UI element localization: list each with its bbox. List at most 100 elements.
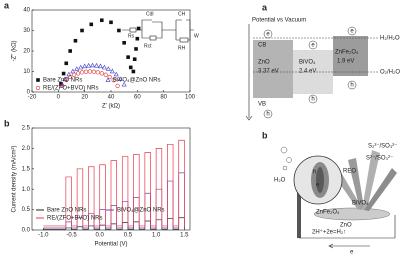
nanorod <box>348 158 364 210</box>
x-tick-label: 0.5 <box>124 233 133 239</box>
hole <box>347 80 357 90</box>
point <box>75 71 81 76</box>
x-tick-label: -20 <box>28 95 37 101</box>
point <box>136 26 141 31</box>
electron <box>263 29 273 39</box>
point <box>128 65 133 70</box>
nanorod <box>362 150 380 210</box>
point <box>132 57 137 61</box>
point <box>105 66 111 71</box>
y-tick-label: 0 <box>27 90 31 96</box>
legend-marker <box>35 85 41 91</box>
circuit <box>122 19 194 41</box>
material-label: ZnO <box>340 223 352 229</box>
vb-label: VB <box>258 102 266 108</box>
y-tick-label: 1.0 <box>22 187 31 193</box>
y-axis-title: Current density (mA/cm²) <box>12 145 18 212</box>
point <box>117 76 123 81</box>
x-tick-label: 0.0 <box>96 233 105 239</box>
point <box>64 61 69 66</box>
reo-label: REO <box>343 169 356 175</box>
panel-label: b <box>262 130 268 140</box>
y-tick-label: 2.0 <box>22 146 31 152</box>
panel-label: a <box>4 0 10 10</box>
hole <box>308 94 318 104</box>
redox-label: S²⁻/SO₃²⁻ <box>366 156 393 162</box>
gap: 1.9 eV <box>337 59 354 65</box>
point <box>135 36 140 41</box>
point <box>89 22 94 27</box>
x-tick-label: 40 <box>108 95 115 101</box>
point <box>99 18 104 23</box>
electron-label: e <box>266 32 270 38</box>
material-label: BiVO₄ <box>352 201 369 207</box>
scheme: b S₂²⁻/SO₃²⁻ S²⁻/SO₃²⁻ REO h e ZnFe₂O₄ B… <box>262 130 397 255</box>
y-axis-title: -Z'' (kΩ) <box>12 40 18 61</box>
electron-label: e <box>350 29 354 35</box>
electron <box>308 40 318 50</box>
point <box>113 71 119 77</box>
x-tick-label: 100 <box>185 95 196 101</box>
y-tick-label: 10 <box>23 69 30 75</box>
hole-label: h <box>266 112 269 118</box>
point <box>73 38 78 43</box>
arrow-head <box>328 243 334 249</box>
x-tick-label: 60 <box>134 95 141 101</box>
plot-frame <box>31 127 191 231</box>
circuit-label: W <box>194 33 199 39</box>
material-label: ZnFe₂O₄ <box>316 210 340 216</box>
y-tick-label: 20 <box>23 49 30 55</box>
point <box>115 83 120 88</box>
point <box>101 64 107 70</box>
y-tick-label: 2.5 <box>22 126 31 132</box>
circuit-label: RH <box>178 45 186 51</box>
circuit-label: Rct <box>144 43 152 49</box>
reaction-label: 2H⁺+2e=H₂↑ <box>312 229 346 236</box>
electron <box>347 26 357 36</box>
y-tick-label: 40 <box>23 8 30 14</box>
point <box>87 69 93 74</box>
x-axis-title: Potential (V) <box>94 242 127 248</box>
y-tick-label: 30 <box>23 28 30 34</box>
electron-label: e <box>316 183 320 189</box>
redox-label: S₂²⁻/SO₃²⁻ <box>368 144 397 150</box>
point <box>70 68 76 74</box>
point <box>62 76 68 81</box>
legend-marker <box>105 77 111 82</box>
resistor <box>149 35 157 41</box>
electron-label: e <box>311 43 315 49</box>
substrate <box>313 207 391 221</box>
legend-label: RE/(ZFO+BVO) NRs <box>43 86 99 92</box>
legend-label: RE/(ZFO+BVO) NRs <box>47 216 103 222</box>
point <box>79 70 85 75</box>
point <box>126 55 130 59</box>
point <box>109 20 113 25</box>
point <box>99 71 104 76</box>
y-tick-label: 0.5 <box>22 207 31 213</box>
point <box>72 72 77 77</box>
electrode <box>297 168 301 238</box>
resistor <box>179 37 189 43</box>
point <box>60 83 65 88</box>
point <box>95 70 100 75</box>
electron-label: e <box>350 250 354 256</box>
point <box>107 74 112 80</box>
legend-marker <box>36 78 40 82</box>
point <box>68 49 72 53</box>
nanorod <box>364 168 397 211</box>
x-tick-label: -0.5 <box>66 233 77 239</box>
level-label: O₂/H₂O <box>380 70 400 76</box>
point <box>78 64 84 70</box>
rod-core <box>316 167 324 193</box>
axis-label: Potential vs Vacuum <box>252 18 306 24</box>
point <box>82 63 88 69</box>
series-line <box>43 139 185 227</box>
hole-label: h <box>311 97 314 103</box>
panel-label: b <box>4 118 10 128</box>
point <box>94 62 100 68</box>
point <box>97 63 103 69</box>
point <box>111 78 116 83</box>
x-tick-label: -1.0 <box>38 233 49 239</box>
x-tick-label: 80 <box>160 95 167 101</box>
